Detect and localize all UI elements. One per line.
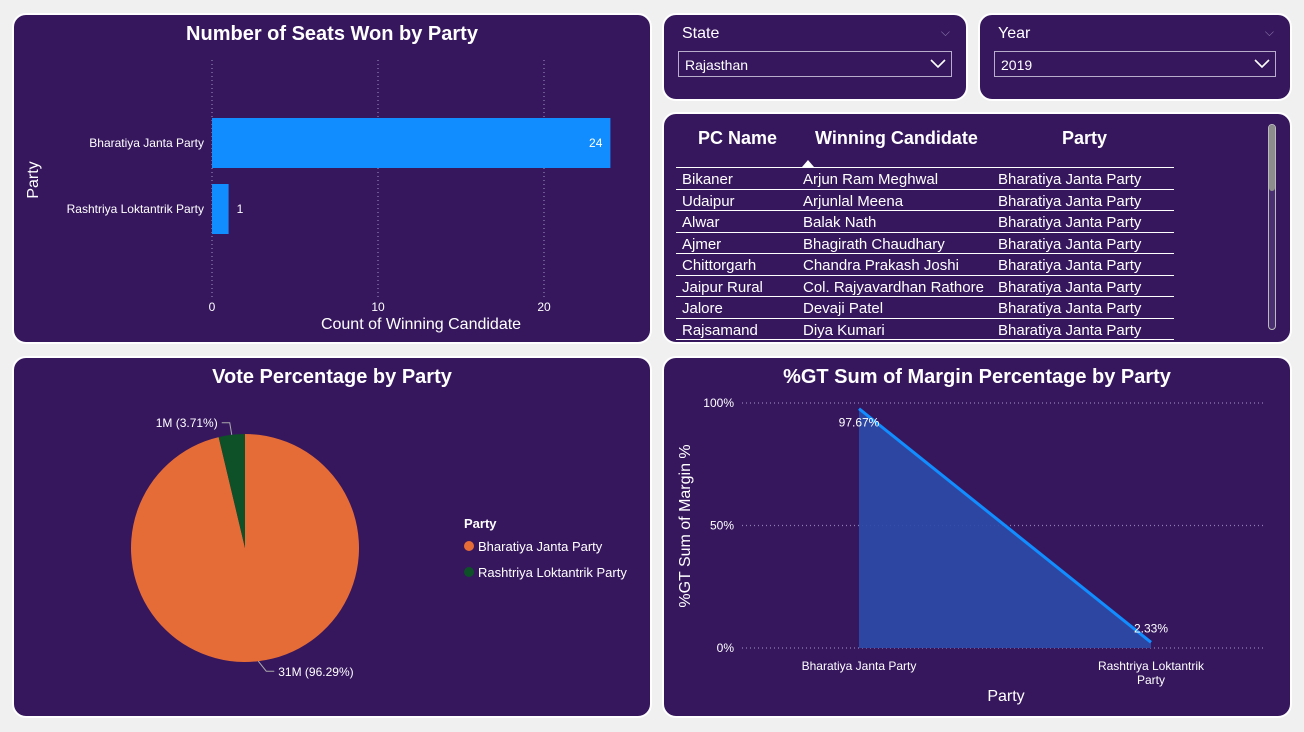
results-table: PC Name Winning Candidate Party Bikaner A… [676,126,1176,340]
cell-party: Bharatiya Janta Party [998,321,1142,339]
leader-line [221,422,233,435]
legend-marker [464,541,474,551]
cell-winning-candidate: Col. Rajyavardhan Rathore [803,278,984,296]
y-tick-label: Bharatiya Janta Party [89,136,204,150]
cell-winning-candidate: Diya Kumari [803,321,885,339]
table-row[interactable]: Jalore Devaji Patel Bharatiya Janta Party [676,297,1174,319]
data-label: 1M (3.71%) [156,416,218,430]
scrollbar-thumb[interactable] [1269,125,1275,191]
cell-winning-candidate: Arjun Ram Meghwal [803,171,939,188]
y-tick-label: Rashtriya Loktantrik Party [67,202,204,216]
x-axis-title: Count of Winning Candidate [321,316,521,333]
cell-party: Bharatiya Janta Party [998,192,1142,210]
table-scrollbar[interactable] [1268,124,1276,330]
data-label: 31M (96.29%) [278,665,353,679]
leader-line [257,660,275,672]
margin-chart-title: %GT Sum of Margin Percentage by Party [783,366,1171,388]
cell-pc-name: Chittorgarh [682,257,757,274]
header-pc-name[interactable]: PC Name [698,128,778,148]
seats-chart-panel: Number of Seats Won by Party 0 10 20 Bharat… [12,13,652,344]
margin-chart-panel: %GT Sum of Margin Percentage by Party 0%… [662,356,1292,718]
bar [212,184,229,234]
y-tick-label: 0% [717,641,735,655]
seats-bar-chart: 0 10 20 Bharatiya Janta Party 24 Rashtriya Lo… [25,60,611,333]
cell-winning-candidate: Devaji Patel [803,300,884,317]
vote-pie-chart: 31M (96.29%) 1M (3.71%) Party Bharatiya Jan… [131,416,627,679]
x-tick-label: 20 [537,300,551,314]
cell-pc-name: Alwar [682,214,720,231]
y-axis-title: %GT Sum of Margin % [677,444,694,607]
sort-ascending-icon [802,160,814,167]
header-divider [676,167,1174,168]
table-row[interactable]: Alwar Balak Nath Bharatiya Janta Party [676,211,1174,233]
year-slicer: Year ⌵ 2019 [978,13,1292,101]
results-table-panel: PC Name Winning Candidate Party Bikaner A… [662,112,1292,344]
cell-party: Bharatiya Janta Party [998,214,1142,231]
cell-party: Bharatiya Janta Party [998,171,1142,188]
seats-chart-title: Number of Seats Won by Party [186,23,478,45]
series-line [858,407,1152,644]
table-row[interactable]: Rajsamand Diya Kumari Bharatiya Janta Part… [676,319,1174,340]
cell-party: Bharatiya Janta Party [998,257,1142,274]
state-slicer: State ⌵ Rajasthan [662,13,968,101]
cell-pc-name: Bikaner [682,171,733,188]
table-row[interactable]: Jaipur Rural Col. Rajyavardhan Rathore Bha… [676,276,1174,297]
legend-marker [464,567,474,577]
bar [212,118,611,168]
cell-winning-candidate: Bhagirath Chaudhary [803,235,945,253]
cell-pc-name: Rajsamand [682,321,758,339]
cell-party: Bharatiya Janta Party [998,235,1142,253]
cell-winning-candidate: Arjunlal Meena [803,192,904,210]
data-label: 24 [589,136,603,150]
vote-chart-panel: Vote Percentage by Party 31M (96.29%) 1M … [12,356,652,718]
pie-slice [131,434,360,662]
table-row[interactable]: Ajmer Bhagirath Chaudhary Bharatiya Janta … [676,233,1174,254]
table-row[interactable]: Bikaner Arjun Ram Meghwal Bharatiya Janta … [676,168,1174,190]
x-tick-label: Bharatiya Janta Party [802,659,917,673]
table-header: PC Name Winning Candidate Party [676,126,1176,168]
cell-pc-name: Udaipur [682,192,735,210]
cell-pc-name: Jalore [682,300,723,317]
chevron-down-icon [1254,59,1270,69]
state-dropdown[interactable]: Rajasthan [678,51,952,77]
data-label: 2.33% [1134,621,1168,635]
data-label: 1 [237,202,244,216]
x-tick-label: 0 [209,300,216,314]
x-tick-label: 10 [371,300,385,314]
pie-slice [218,434,245,548]
y-axis-title: Party [25,161,42,198]
data-label: 97.67% [839,416,880,430]
y-tick-label: 100% [703,396,734,410]
table-row[interactable]: Chittorgarh Chandra Prakash Joshi Bharatiy… [676,254,1174,276]
year-slicer-label: Year [998,25,1031,42]
table-body: Bikaner Arjun Ram Meghwal Bharatiya Janta … [676,168,1176,340]
legend-label: Rashtriya Loktantrik Party [478,565,627,580]
year-dropdown[interactable]: 2019 [994,51,1276,77]
cell-pc-name: Ajmer [682,235,722,253]
x-axis-title: Party [987,688,1024,705]
x-tick-label: Rashtriya Loktantrik Party [1098,659,1205,687]
y-tick-label: 50% [710,519,734,533]
collapse-chevron-icon[interactable]: ⌵ [940,25,950,39]
state-slicer-label: State [682,25,720,42]
table-row[interactable]: Udaipur Arjunlal Meena Bharatiya Janta Par… [676,190,1174,211]
cell-party: Bharatiya Janta Party [998,278,1142,296]
cell-pc-name: Jaipur Rural [682,278,763,296]
year-dropdown-value: 2019 [1001,57,1033,73]
header-party[interactable]: Party [1062,128,1108,148]
cell-party: Bharatiya Janta Party [998,300,1142,317]
cell-winning-candidate: Chandra Prakash Joshi [803,257,959,274]
chevron-down-icon [930,59,946,69]
legend-label: Bharatiya Janta Party [478,539,603,554]
margin-area-chart: 0% 50% 100% 97.67% 2.33% Bharatiya Janta Part… [677,396,1266,705]
state-dropdown-value: Rajasthan [685,57,749,73]
cell-winning-candidate: Balak Nath [803,214,877,231]
vote-chart-title: Vote Percentage by Party [212,366,452,388]
header-winning-candidate[interactable]: Winning Candidate [815,128,978,148]
collapse-chevron-icon[interactable]: ⌵ [1264,25,1274,39]
legend-title: Party [464,516,497,531]
